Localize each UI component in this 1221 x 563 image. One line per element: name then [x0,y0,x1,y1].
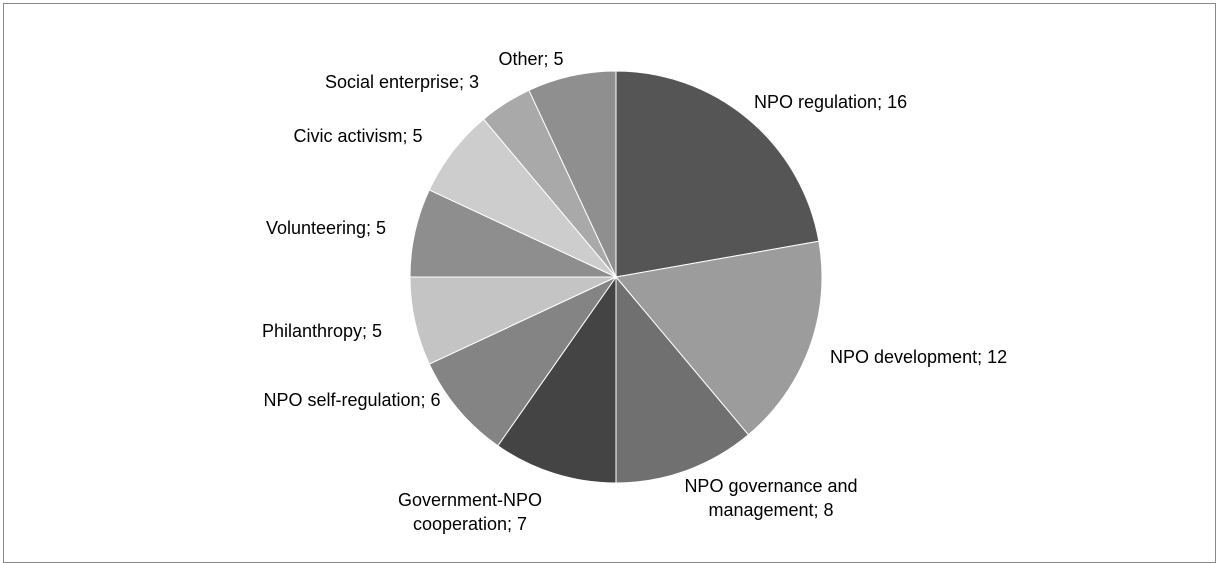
slice-label-npo-self-regulation: NPO self-regulation; 6 [263,390,440,410]
pie-slice-government-npo-cooperation [497,275,617,484]
slice-label-philanthropy: Philanthropy; 5 [262,321,382,341]
slice-label-npo-governance-and-management: NPO governance and management; 8 [684,476,857,520]
chart-frame: NPO regulation; 16 NPO development; 12 NPO… [3,3,1216,563]
slice-label-government-npo-cooperation: Government-NPO cooperation; 7 [398,490,542,534]
pie-chart: NPO regulation; 16 NPO development; 12 NPO… [262,49,1007,534]
pie-slice-npo-development [615,240,823,436]
slice-label-social-enterprise: Social enterprise; 3 [325,72,479,92]
slice-label-volunteering: Volunteering; 5 [266,218,386,238]
pie-labels: NPO regulation; 16 NPO development; 12 NPO… [262,49,1007,534]
pie-slice-npo-regulation [615,70,820,278]
slice-label-other: Other; 5 [498,49,563,69]
slice-label-npo-development: NPO development; 12 [830,347,1007,367]
pie-slice-npo-self-regulation [428,275,618,447]
pie-slices [409,70,823,484]
pie-slice-npo-governance-and-management [615,275,750,484]
pie-slice-other [528,70,617,278]
slice-label-npo-regulation: NPO regulation; 16 [754,92,907,112]
slice-label-civic-activism: Civic activism; 5 [293,126,422,146]
